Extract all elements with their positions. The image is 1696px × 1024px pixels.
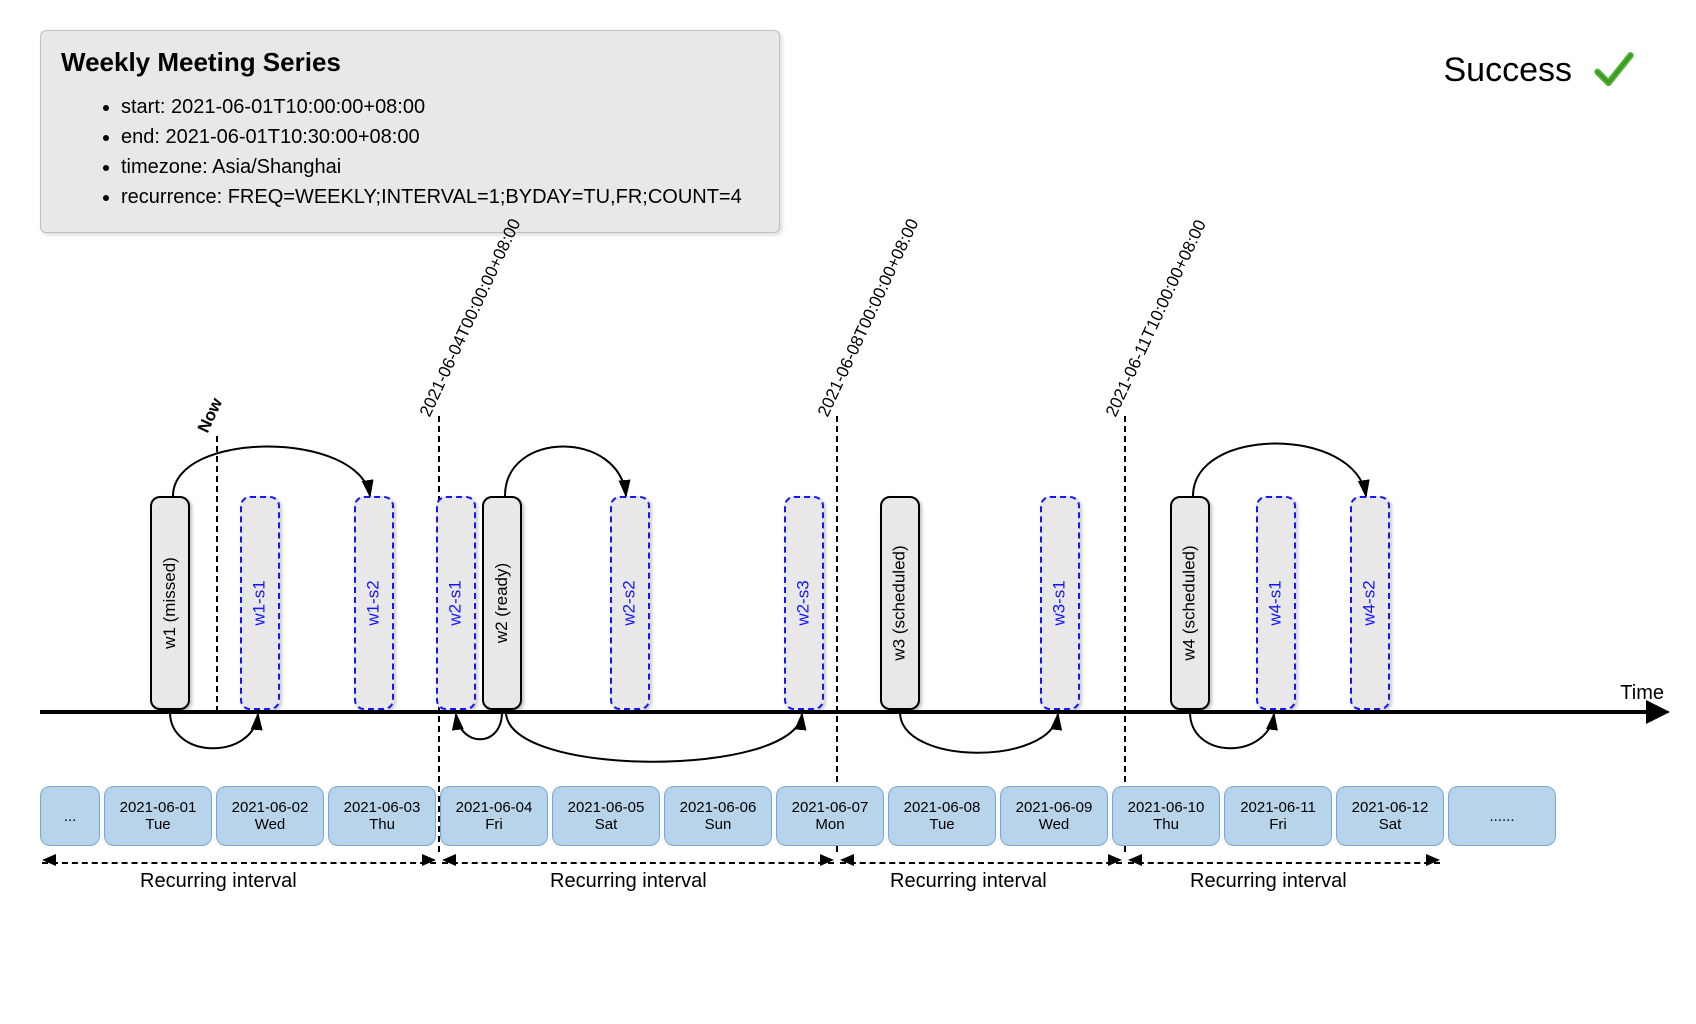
box-label: w1-s2: [364, 580, 384, 625]
day-cell: 2021-06-11Fri: [1224, 786, 1332, 846]
box-w2s3: w2-s3: [784, 496, 824, 710]
status-text: Success: [1444, 51, 1573, 90]
info-item: recurrence: FREQ=WEEKLY;INTERVAL=1;BYDAY…: [121, 182, 759, 212]
interval-label: Recurring interval: [890, 870, 1047, 893]
day-cell: 2021-06-08Tue: [888, 786, 996, 846]
bracket-arrow-icon: [42, 854, 56, 866]
day-dow: Sun: [705, 816, 732, 833]
day-date: 2021-06-05: [568, 799, 645, 816]
interval-label: Recurring interval: [1190, 870, 1347, 893]
time-axis-label: Time: [1620, 682, 1664, 705]
checkmark-icon: [1592, 48, 1636, 92]
interval-bracket: [42, 850, 436, 864]
now-label: Now: [194, 395, 227, 436]
day-cell: ......: [1448, 786, 1556, 846]
box-w4s1: w4-s1: [1256, 496, 1296, 710]
interval-label: Recurring interval: [140, 870, 297, 893]
day-cell: 2021-06-04Fri: [440, 786, 548, 846]
day-cell: 2021-06-09Wed: [1000, 786, 1108, 846]
day-cell: 2021-06-03Thu: [328, 786, 436, 846]
day-dow: Sat: [595, 816, 618, 833]
day-dow: Sat: [1379, 816, 1402, 833]
box-label: w2-s2: [620, 580, 640, 625]
box-w3s1: w3-s1: [1040, 496, 1080, 710]
box-label: w3 (scheduled): [890, 545, 910, 660]
day-date: 2021-06-08: [904, 799, 981, 816]
day-date: 2021-06-12: [1352, 799, 1429, 816]
box-w1s2: w1-s2: [354, 496, 394, 710]
day-date: 2021-06-09: [1016, 799, 1093, 816]
box-w2: w2 (ready): [482, 496, 522, 710]
day-date: 2021-06-02: [232, 799, 309, 816]
day-date: 2021-06-03: [344, 799, 421, 816]
info-item: end: 2021-06-01T10:30:00+08:00: [121, 122, 759, 152]
day-date: ......: [1489, 808, 1514, 825]
day-cell: 2021-06-07Mon: [776, 786, 884, 846]
day-cell: 2021-06-02Wed: [216, 786, 324, 846]
bracket-arrow-icon: [1128, 854, 1142, 866]
day-cell: 2021-06-10Thu: [1112, 786, 1220, 846]
day-cell: 2021-06-05Sat: [552, 786, 660, 846]
box-label: w3-s1: [1050, 580, 1070, 625]
time-axis-line: [40, 710, 1660, 714]
timestamp-label: 2021-06-04T00:00:00+08:00: [416, 216, 525, 420]
day-dow: Mon: [815, 816, 844, 833]
day-dow: Fri: [1269, 816, 1287, 833]
day-date: 2021-06-01: [120, 799, 197, 816]
day-dow: Wed: [1039, 816, 1070, 833]
day-date: 2021-06-06: [680, 799, 757, 816]
day-cell: ...: [40, 786, 100, 846]
box-w1: w1 (missed): [150, 496, 190, 710]
day-cell: 2021-06-12Sat: [1336, 786, 1444, 846]
bracket-arrow-icon: [1426, 854, 1440, 866]
day-date: 2021-06-07: [792, 799, 869, 816]
day-dow: Tue: [929, 816, 954, 833]
box-label: w4 (scheduled): [1180, 545, 1200, 660]
box-label: w4-s2: [1360, 580, 1380, 625]
bracket-arrow-icon: [442, 854, 456, 866]
day-dow: Wed: [255, 816, 286, 833]
timestamp-label: 2021-06-11T10:00:00+08:00: [1102, 217, 1211, 420]
bracket-arrow-icon: [820, 854, 834, 866]
panel-title: Weekly Meeting Series: [61, 47, 759, 78]
box-w1s1: w1-s1: [240, 496, 280, 710]
box-label: w2-s3: [794, 580, 814, 625]
info-item: start: 2021-06-01T10:00:00+08:00: [121, 92, 759, 122]
box-label: w2 (ready): [492, 563, 512, 643]
box-label: w1-s1: [250, 580, 270, 625]
box-w2s1: w2-s1: [436, 496, 476, 710]
day-cell: 2021-06-06Sun: [664, 786, 772, 846]
interval-bracket: [1128, 850, 1440, 864]
box-label: w2-s1: [446, 580, 466, 625]
box-label: w4-s1: [1266, 580, 1286, 625]
day-dow: Fri: [485, 816, 503, 833]
bracket-arrow-icon: [422, 854, 436, 866]
day-date: 2021-06-10: [1128, 799, 1205, 816]
calendar-day-row: ...2021-06-01Tue2021-06-02Wed2021-06-03T…: [40, 786, 1556, 846]
day-dow: Thu: [1153, 816, 1179, 833]
interval-bracket: [442, 850, 834, 864]
interval-bracket: [840, 850, 1122, 864]
timeline-diagram: Time Now 2021-06-04T00:00:00+08:00 2021-…: [40, 230, 1660, 990]
day-date: 2021-06-11: [1240, 799, 1316, 816]
now-divider: [216, 436, 218, 712]
info-item: timezone: Asia/Shanghai: [121, 152, 759, 182]
day-date: 2021-06-04: [456, 799, 533, 816]
box-w4: w4 (scheduled): [1170, 496, 1210, 710]
interval-label: Recurring interval: [550, 870, 707, 893]
day-date: ...: [64, 808, 77, 825]
box-w2s2: w2-s2: [610, 496, 650, 710]
day-cell: 2021-06-01Tue: [104, 786, 212, 846]
bracket-arrow-icon: [840, 854, 854, 866]
box-w3: w3 (scheduled): [880, 496, 920, 710]
day-dow: Thu: [369, 816, 395, 833]
timestamp-label: 2021-06-08T00:00:00+08:00: [814, 216, 923, 420]
box-w4s2: w4-s2: [1350, 496, 1390, 710]
panel-list: start: 2021-06-01T10:00:00+08:00 end: 20…: [61, 92, 759, 212]
meeting-info-panel: Weekly Meeting Series start: 2021-06-01T…: [40, 30, 780, 233]
bracket-arrow-icon: [1108, 854, 1122, 866]
status-success: Success: [1444, 48, 1637, 92]
day-dow: Tue: [145, 816, 170, 833]
box-label: w1 (missed): [160, 557, 180, 649]
